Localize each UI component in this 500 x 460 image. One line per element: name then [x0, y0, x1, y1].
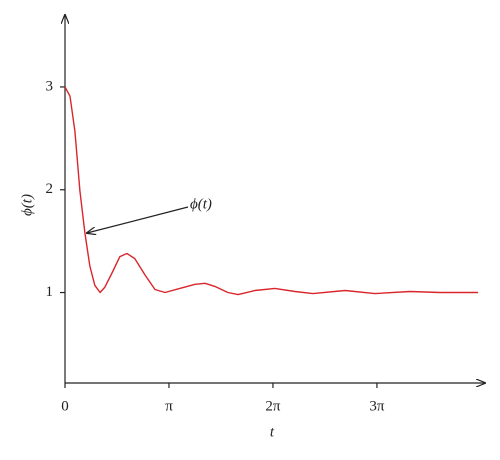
x-axis-label: t — [270, 424, 275, 440]
annotation: ϕ(t) — [190, 196, 212, 212]
y-tick-label: 2 — [46, 181, 54, 197]
data-line — [64, 86, 478, 296]
x-tick-label: 0 — [61, 398, 69, 414]
y-axis-label: ϕ(t) — [19, 194, 35, 216]
x-tick-label: 2π — [265, 398, 281, 414]
y-tick-label: 1 — [46, 284, 54, 300]
x-tick-label: 3π — [369, 398, 385, 414]
annotation-arrow — [87, 206, 189, 233]
x-tick-label: π — [165, 398, 173, 414]
y-tick-label: 3 — [46, 78, 54, 94]
